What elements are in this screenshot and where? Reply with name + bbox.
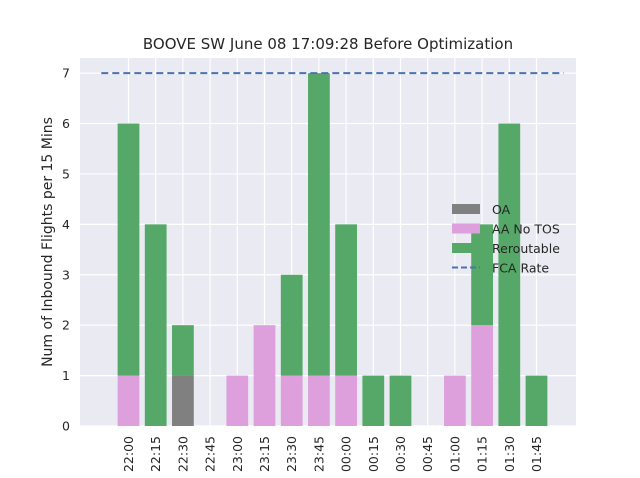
x-tick-label: 23:00 <box>230 436 245 472</box>
x-tick-label: 01:00 <box>447 436 462 472</box>
x-tick-label: 23:45 <box>311 436 326 472</box>
bar-aa-no-tos-2315 <box>253 325 276 426</box>
bar-aa-no-tos-0000 <box>335 375 357 426</box>
y-axis-label: Num of Inbound Flights per 15 Mins <box>40 117 56 367</box>
legend-swatch-oa <box>452 204 480 214</box>
x-tick-label: 22:45 <box>203 436 218 472</box>
bars <box>117 73 548 427</box>
chart-title: BOOVE SW June 08 17:09:28 Before Optimiz… <box>143 35 513 53</box>
x-tick-label: 23:15 <box>257 436 272 472</box>
bar-reroutable-0115 <box>471 224 493 326</box>
bar-reroutable-2345 <box>308 73 330 376</box>
x-tick-label: 23:30 <box>284 436 299 472</box>
legend-label: FCA Rate <box>492 261 549 276</box>
y-tick-label: 3 <box>62 267 70 282</box>
y-tick-label: 0 <box>62 419 70 434</box>
x-tick-label: 01:45 <box>529 436 544 472</box>
y-tick-label: 4 <box>62 217 70 232</box>
bar-reroutable-2215 <box>144 224 167 426</box>
bar-aa-no-tos-2200 <box>117 375 140 426</box>
bar-reroutable-2330 <box>280 274 303 376</box>
bar-aa-no-tos-0115 <box>471 325 493 426</box>
x-tick-label: 22:00 <box>121 436 136 472</box>
y-axis: 0 1 2 3 4 5 6 7 <box>62 66 70 434</box>
y-tick-label: 5 <box>62 166 70 181</box>
legend-label: Reroutable <box>492 241 560 256</box>
bar-oa-2230 <box>172 375 194 426</box>
x-axis: 22:00 22:15 22:30 22:45 23:00 23:15 23:30 23:45… <box>121 436 544 472</box>
y-tick-label: 2 <box>62 318 70 333</box>
bar-reroutable-0145 <box>525 375 548 426</box>
bar-reroutable-0015 <box>362 375 385 426</box>
bar-aa-no-tos-0100 <box>444 375 466 426</box>
bar-aa-no-tos-2300 <box>226 375 249 426</box>
x-tick-label: 00:15 <box>366 436 381 472</box>
bar-aa-no-tos-2345 <box>308 375 330 426</box>
bar-reroutable-2230 <box>172 325 194 376</box>
bar-reroutable-0030 <box>389 375 412 426</box>
y-tick-label: 7 <box>62 66 70 81</box>
legend-label: AA No TOS <box>492 222 560 237</box>
legend-swatch-reroutable <box>452 243 480 253</box>
bar-reroutable-0130 <box>498 123 521 427</box>
bar-reroutable-0000 <box>335 224 357 376</box>
x-tick-label: 22:15 <box>148 436 163 472</box>
x-tick-label: 01:30 <box>502 436 517 472</box>
legend-label: OA <box>492 202 511 217</box>
bar-aa-no-tos-2330 <box>280 375 303 426</box>
y-tick-label: 1 <box>62 368 70 383</box>
x-tick-label: 00:00 <box>339 436 354 472</box>
x-tick-label: 00:30 <box>393 436 408 472</box>
legend: OA AA No TOS Reroutable FCA Rate <box>452 202 560 276</box>
y-tick-label: 6 <box>62 116 70 131</box>
x-tick-label: 00:45 <box>420 436 435 472</box>
legend-swatch-aa-no-tos <box>452 223 480 234</box>
bar-reroutable-2200 <box>117 123 140 376</box>
x-tick-label: 01:15 <box>475 436 490 472</box>
x-tick-label: 22:30 <box>175 436 190 472</box>
